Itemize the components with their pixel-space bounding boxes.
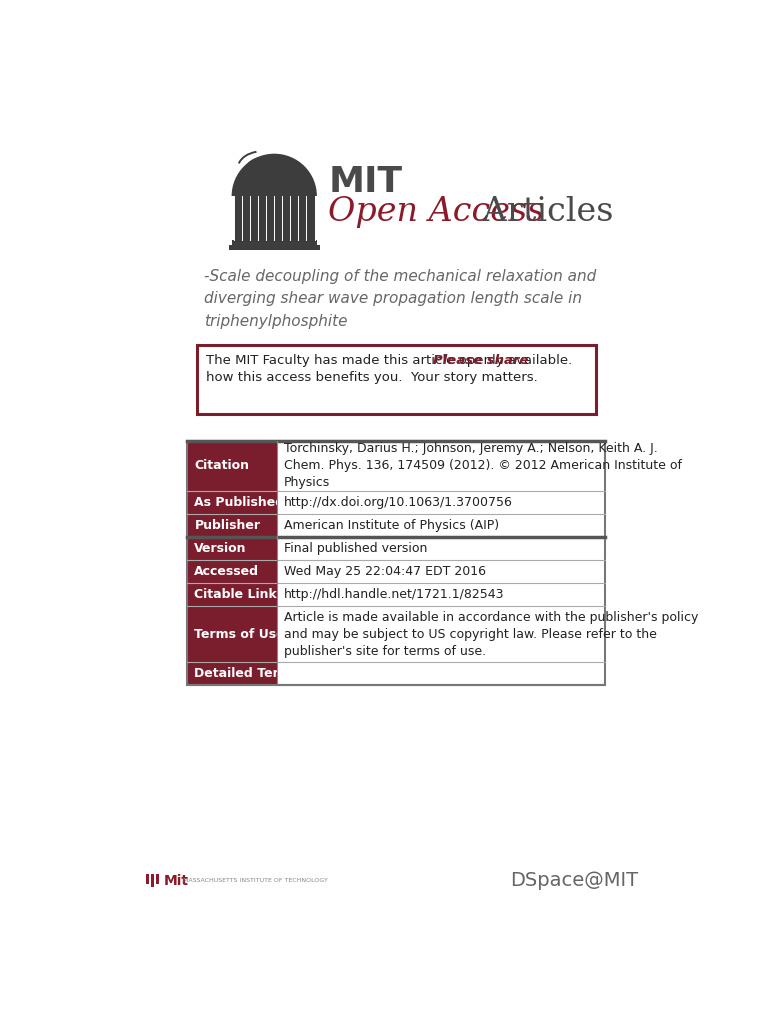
Bar (276, 490, 605, 514)
Bar (187, 441, 276, 490)
Text: As Published: As Published (194, 496, 285, 509)
Text: Accessed: Accessed (194, 565, 260, 579)
Bar (276, 538, 605, 560)
Text: Article is made available in accordance with the publisher's policy
and may be s: Article is made available in accordance … (283, 610, 698, 657)
Bar (187, 606, 276, 662)
Text: -Scale decoupling of the mechanical relaxation and
diverging shear wave propagat: -Scale decoupling of the mechanical rela… (204, 269, 597, 329)
Text: Please share: Please share (433, 354, 528, 367)
Bar (276, 441, 605, 490)
Text: DSpace@MIT: DSpace@MIT (511, 871, 638, 890)
Text: Citation: Citation (194, 460, 250, 472)
Bar (187, 490, 276, 514)
Bar (276, 584, 605, 606)
Bar (156, 873, 159, 885)
Bar (187, 662, 276, 685)
Text: http://hdl.handle.net/1721.1/82543: http://hdl.handle.net/1721.1/82543 (283, 589, 504, 601)
Bar (147, 873, 150, 885)
Bar (187, 441, 605, 685)
Text: Articles: Articles (472, 196, 614, 228)
Bar (187, 560, 276, 584)
Text: MIT: MIT (329, 165, 402, 200)
Text: MASSACHUSETTS INSTITUTE OF TECHNOLOGY: MASSACHUSETTS INSTITUTE OF TECHNOLOGY (183, 878, 328, 883)
Text: Version: Version (194, 542, 247, 555)
Bar (276, 560, 605, 584)
Wedge shape (232, 154, 317, 196)
Text: Citable Link: Citable Link (194, 589, 277, 601)
Text: Torchinsky, Darius H.; Johnson, Jeremy A.; Nelson, Keith A. J.
Chem. Phys. 136, : Torchinsky, Darius H.; Johnson, Jeremy A… (283, 442, 681, 489)
Bar (187, 514, 276, 538)
Text: American Institute of Physics (AIP): American Institute of Physics (AIP) (283, 519, 498, 532)
Text: Terms of Use: Terms of Use (194, 628, 285, 641)
Bar (229, 246, 320, 250)
Text: Publisher: Publisher (194, 519, 260, 532)
Text: The MIT Faculty has made this article openly available.: The MIT Faculty has made this article op… (206, 354, 577, 367)
Text: Detailed Terms: Detailed Terms (194, 667, 300, 680)
Text: how this access benefits you.  Your story matters.: how this access benefits you. Your story… (206, 371, 538, 384)
Bar (276, 606, 605, 662)
Bar (187, 584, 276, 606)
Bar (234, 196, 315, 240)
Text: Final published version: Final published version (283, 542, 427, 555)
Text: Мit: Мit (164, 873, 188, 888)
Text: http://dx.doi.org/10.1063/1.3700756: http://dx.doi.org/10.1063/1.3700756 (283, 496, 512, 509)
Bar (276, 514, 605, 538)
Bar (151, 873, 154, 888)
Text: Wed May 25 22:04:47 EDT 2016: Wed May 25 22:04:47 EDT 2016 (283, 565, 485, 579)
Bar (276, 662, 605, 685)
Bar (232, 240, 317, 246)
FancyBboxPatch shape (197, 345, 596, 414)
Bar (187, 538, 276, 560)
Text: Open Access: Open Access (329, 196, 545, 228)
